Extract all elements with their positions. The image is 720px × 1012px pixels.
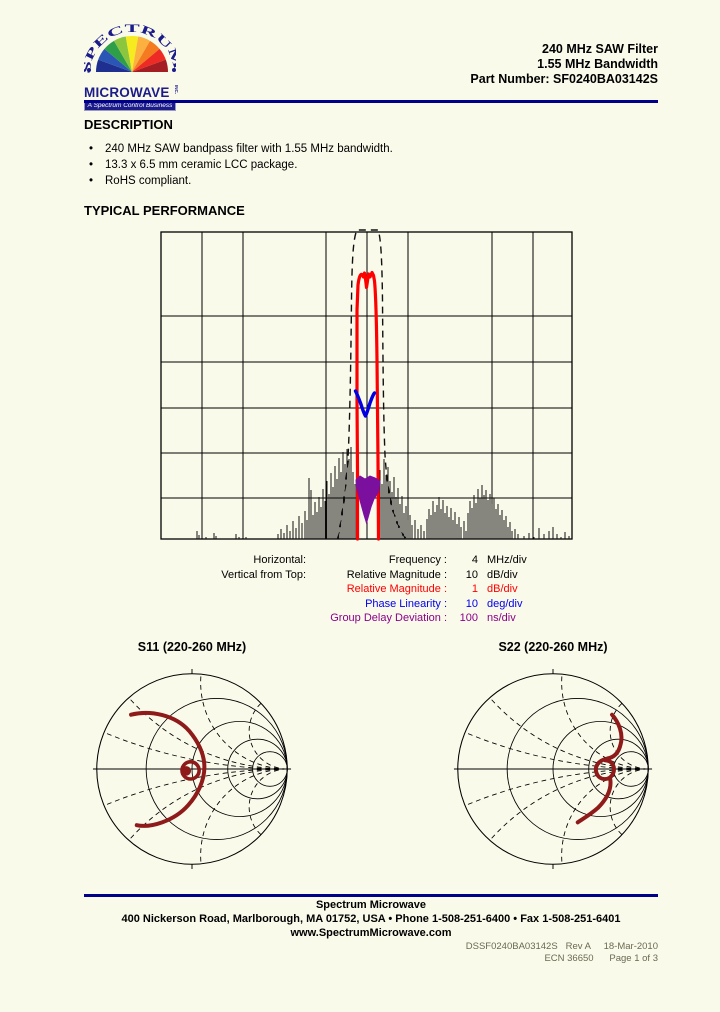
legend-cell: deg/div [487,597,523,610]
smith-reactance-arc [103,768,288,807]
footer-divider [84,894,658,897]
trace-line [355,270,381,541]
smith-reactance-arc [561,768,649,864]
logo-inc-text: INC. [174,85,179,94]
legend-cell [200,582,306,597]
legend-row: Relative Magnitude : 1 dB/div [200,582,557,597]
bullet-item: • 13.3 x 6.5 mm ceramic LCC package. [89,157,509,173]
spectrum-microwave-logo: SPECTRUM MICROWAVE INC. A Spectrum Contr… [81,23,184,112]
legend-cell: 10 [465,568,478,581]
legend-cell: 4 [471,554,478,566]
smith-reactance-arc [200,674,288,770]
legend-cell: 1 [471,583,478,596]
smith-reactance-arc [248,703,288,770]
s22-chart-title: S22 (220-260 MHz) [498,640,608,654]
legend-cell: Relative Magnitude : [346,568,447,581]
bullet-item: • 240 MHz SAW bandpass filter with 1.55 … [89,141,509,157]
smith-reactance-arc [248,768,288,835]
footer-doc-ecn-page: ECN 36650 Page 1 of 3 [544,953,658,964]
bullet-item: • RoHS compliant. [89,173,509,189]
legend-cell: dB/div [487,568,518,581]
s11-trace-marker [181,766,192,776]
logo-dot-left [87,68,91,72]
bullet-icon: • [89,143,94,155]
s22-smith-chart [453,669,653,869]
legend-row: Vertical from Top: Relative Magnitude : 10… [200,568,557,583]
chart-border [160,231,573,540]
legend-cell: Frequency : [388,554,447,566]
rainbow-wedge [114,36,132,72]
logo-dot-right [172,68,176,72]
header-divider [84,100,658,103]
legend-cell: Horizontal: [253,554,306,566]
smith-reactance-arc [103,731,288,770]
s11-trace [129,710,207,828]
title-line-1: 240 MHz SAW Filter [542,42,658,56]
legend-cell [200,611,306,626]
legend-cell: 100 [459,612,478,625]
s22-trace [575,712,624,825]
legend-cell: ns/div [487,612,516,625]
rainbow-wedge [132,40,160,72]
legend-cell: dB/div [487,583,518,596]
footer-company: Spectrum Microwave [315,899,427,911]
rainbow-wedge [132,48,166,72]
legend-cell: Group Delay Deviation : [330,612,447,625]
bullet-icon: • [89,159,94,171]
legend-cell [200,597,306,612]
trace-group-delay-detail [358,482,374,513]
s11-chart-title: S11 (220-260 MHz) [137,640,247,654]
smith-reactance-arc [489,768,649,841]
logo-rainbow-arc-icon: SPECTRUM [81,23,184,74]
smith-reactance-arc [489,697,649,770]
smith-reactance-arc [464,768,649,807]
part-number: Part Number: SF0240BA03142S [470,72,658,86]
legend-cell: 10 [465,597,478,610]
footer-address: 400 Nickerson Road, Marlborough, MA 0175… [121,913,621,925]
legend-row: Group Delay Deviation : 100 ns/div [200,611,557,626]
chart-legend: Horizontal: Frequency : 4 MHz/div Vertical f… [200,553,557,626]
rainbow-wedge [125,36,139,72]
legend-cell: Relative Magnitude : [346,583,447,596]
smith-reactance-arc [200,768,288,864]
bullet-text: RoHS compliant. [105,175,192,187]
document-title-block: 240 MHz SAW Filter 1.55 MHz Bandwidth Pa… [470,42,658,87]
smith-reactance-arc [561,674,649,770]
smith-reactance-arc [609,768,649,835]
legend-cell: MHz/div [487,554,527,566]
frequency-response-chart [160,229,573,541]
bullet-text: 13.3 x 6.5 mm ceramic LCC package. [105,159,298,171]
typical-performance-heading: TYPICAL PERFORMANCE [84,203,245,218]
trace-magnitude-envelope [337,229,407,540]
bullet-text: 240 MHz SAW bandpass filter with 1.55 MH… [105,143,393,155]
rainbow-wedge [104,40,132,72]
smith-resistance-circle [252,751,288,787]
rainbow-wedge [132,36,150,72]
legend-row: Phase Linearity : 10 deg/div [200,597,557,612]
footer-website[interactable]: www.SpectrumMicrowave.com [290,927,452,939]
title-line-2: 1.55 MHz Bandwidth [537,57,658,71]
smith-reactance-arc [464,731,649,770]
smith-reactance-arc [609,703,649,770]
footer-doc-revision: DSSF0240BA03142S Rev A 18-Mar-2010 [465,941,658,952]
legend-cell: Phase Linearity : [365,597,447,610]
legend-row: Horizontal: Frequency : 4 MHz/div [200,553,557,568]
logo-company-name: MICROWAVE [84,85,170,100]
legend-cell: Vertical from Top: [221,568,306,581]
bullet-icon: • [89,175,94,187]
rainbow-wedge [132,59,168,72]
rainbow-wedge [98,48,132,72]
trace-line [353,389,377,418]
description-bullets: • 240 MHz SAW bandpass filter with 1.55 … [89,141,509,189]
description-heading: DESCRIPTION [84,117,173,132]
rainbow-wedge [96,59,132,72]
s11-smith-chart [92,669,292,869]
